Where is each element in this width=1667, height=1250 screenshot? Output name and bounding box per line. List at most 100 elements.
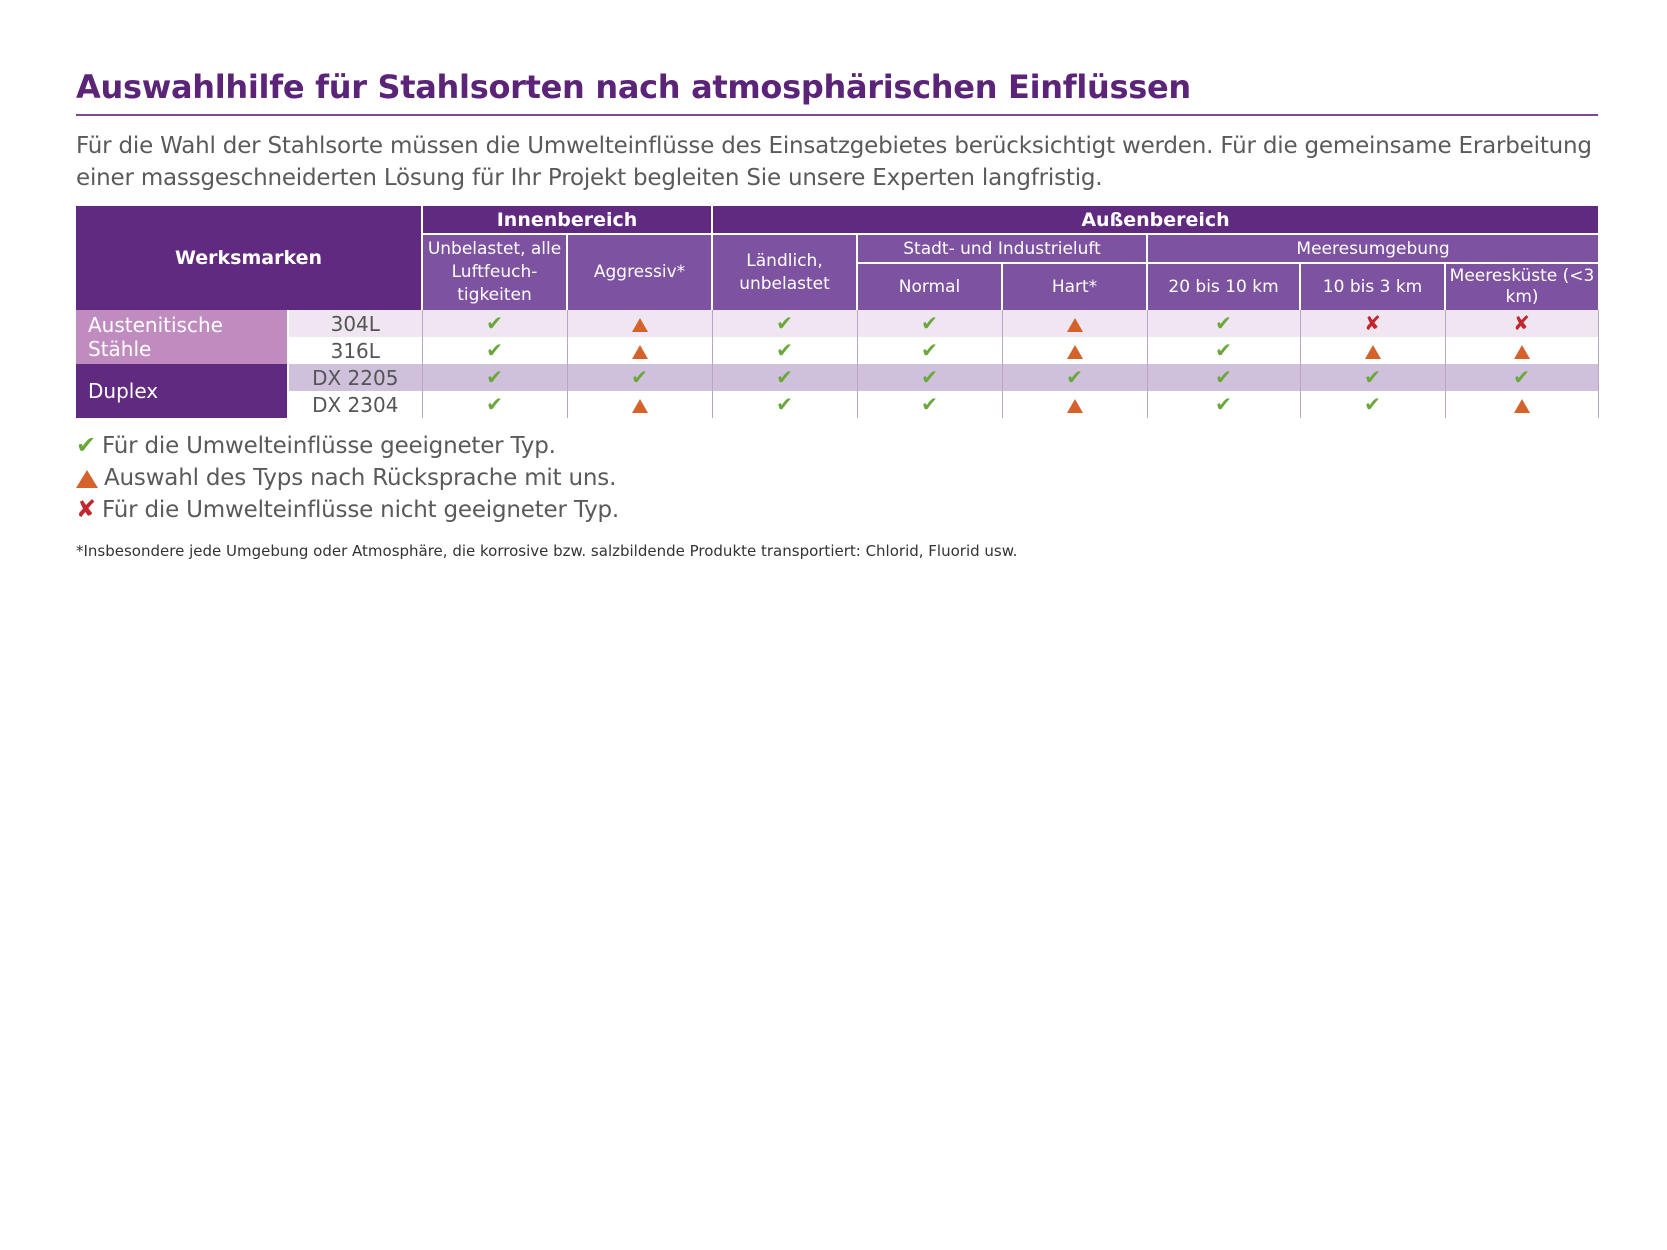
table-row: 316L ✔ ✔ ✔ ✔ [76,337,1599,364]
rating-cell: ✔ [421,364,568,391]
check-icon: ✔ [486,311,503,335]
legend-warn: Auswahl des Typs nach Rücksprache mit un… [76,462,1598,494]
rating-cell [1001,310,1148,337]
check-icon: ✔ [921,365,938,389]
header-normal: Normal [856,262,1003,310]
legend-no: ✘ Für die Umwelteinflüsse nicht geeignete… [76,494,1598,526]
header-coast: Meeresküste (<3 km) [1444,262,1599,310]
header-sea-environment: Meeresumgebung [1146,233,1599,263]
check-icon: ✔ [1215,365,1232,389]
steel-grade: DX 2205 [286,364,423,391]
rating-cell: ✔ [1299,391,1446,418]
check-icon: ✔ [776,365,793,389]
table-row: Austenitische Stähle 304L ✔ ✔ ✔ ✔ ✘ ✘ [76,310,1599,364]
steel-family-label: Duplex [76,364,288,418]
warning-triangle-icon [1066,344,1083,359]
steel-family-label: Austenitische Stähle [76,310,288,364]
header-inner-unloaded: Unbelastet, alle Luftfeuch­tigkeiten [421,233,568,310]
header-city-industrial: Stadt- und Industrieluft [856,233,1148,263]
check-icon: ✔ [486,365,503,389]
header-rural: Ländlich, unbelastet [711,233,858,310]
check-icon: ✔ [1215,338,1232,362]
rating-cell: ✔ [1146,391,1301,418]
rating-cell: ✔ [1001,364,1148,391]
document: Auswahlhilfe für Stahlsorten nach atmosp… [76,64,1599,560]
rating-cell: ✔ [421,337,568,364]
steel-selection-table: Werksmarken Innenbereich Außenbereich Un… [76,206,1599,418]
cross-icon: ✘ [1364,311,1381,335]
warning-triangle-icon [1066,317,1083,332]
rating-cell: ✔ [711,364,858,391]
warning-triangle-icon [1066,398,1083,413]
rating-cell: ✔ [711,391,858,418]
rating-cell: ✔ [711,310,858,337]
warning-triangle-icon [76,469,98,488]
warning-triangle-icon [1364,344,1381,359]
legend-ok-text: Für die Umwelteinflüsse geeigneter Typ. [102,433,556,459]
table-row: DX 2304 ✔ ✔ ✔ ✔ ✔ [76,391,1599,418]
header-aussenbereich: Außenbereich [711,206,1599,234]
warning-triangle-icon [631,398,648,413]
check-icon: ✔ [76,431,96,459]
header-innenbereich: Innenbereich [421,206,713,234]
check-icon: ✔ [776,338,793,362]
rating-cell: ✔ [1299,364,1446,391]
rating-cell: ✔ [856,391,1003,418]
rating-cell: ✘ [1444,310,1599,337]
cross-icon: ✘ [76,495,96,523]
check-icon: ✔ [1364,365,1381,389]
rating-cell: ✘ [1299,310,1446,337]
check-icon: ✔ [1364,392,1381,416]
check-icon: ✔ [486,338,503,362]
warning-triangle-icon [631,344,648,359]
rating-cell [566,337,713,364]
rating-cell: ✔ [421,310,568,337]
check-icon: ✔ [776,311,793,335]
rating-cell: ✔ [421,391,568,418]
check-icon: ✔ [631,365,648,389]
warning-triangle-icon [631,317,648,332]
rating-cell: ✔ [856,364,1003,391]
check-icon: ✔ [1513,365,1530,389]
check-icon: ✔ [486,392,503,416]
legend-no-text: Für die Umwelteinflüsse nicht geeigneter… [102,497,620,523]
page-title: Auswahlhilfe für Stahlsorten nach atmosp… [76,64,1598,116]
rating-cell [1299,337,1446,364]
rating-cell [1444,337,1599,364]
table-row: Duplex DX 2205 ✔ ✔ ✔ ✔ ✔ ✔ ✔ ✔ [76,364,1599,418]
header-werksmarken: Werksmarken [76,206,423,310]
rating-cell [566,391,713,418]
header-inner-aggressive: Aggressiv* [566,233,713,310]
rating-cell: ✔ [1146,364,1301,391]
rating-cell [566,310,713,337]
check-icon: ✔ [921,338,938,362]
cross-icon: ✘ [1513,311,1530,335]
rating-cell: ✔ [566,364,713,391]
steel-grade: 304L [286,310,423,337]
rating-cell [1001,337,1148,364]
rating-cell: ✔ [1146,337,1301,364]
rating-cell: ✔ [1146,310,1301,337]
check-icon: ✔ [776,392,793,416]
legend-ok: ✔ Für die Umwelteinflüsse geeigneter Typ. [76,430,1598,462]
legend: ✔ Für die Umwelteinflüsse geeigneter Typ.… [76,430,1598,526]
footnote: *Insbesondere jede Umgebung oder Atmosph… [76,542,1018,560]
header-20-10-km: 20 bis 10 km [1146,262,1301,310]
warning-triangle-icon [1513,398,1530,413]
rating-cell: ✔ [856,310,1003,337]
check-icon: ✔ [921,392,938,416]
intro-text: Für die Wahl der Stahlsorte müssen die U… [76,133,1592,191]
check-icon: ✔ [921,311,938,335]
rating-cell: ✔ [1444,364,1599,391]
header-hard: Hart* [1001,262,1148,310]
steel-grade: 316L [286,337,423,364]
warning-triangle-icon [1513,344,1530,359]
rating-cell: ✔ [711,337,858,364]
check-icon: ✔ [1215,311,1232,335]
rating-cell: ✔ [856,337,1003,364]
steel-grade: DX 2304 [286,391,423,418]
check-icon: ✔ [1066,365,1083,389]
header-10-3-km: 10 bis 3 km [1299,262,1446,310]
check-icon: ✔ [1215,392,1232,416]
legend-warn-text: Auswahl des Typs nach Rücksprache mit un… [104,465,617,491]
